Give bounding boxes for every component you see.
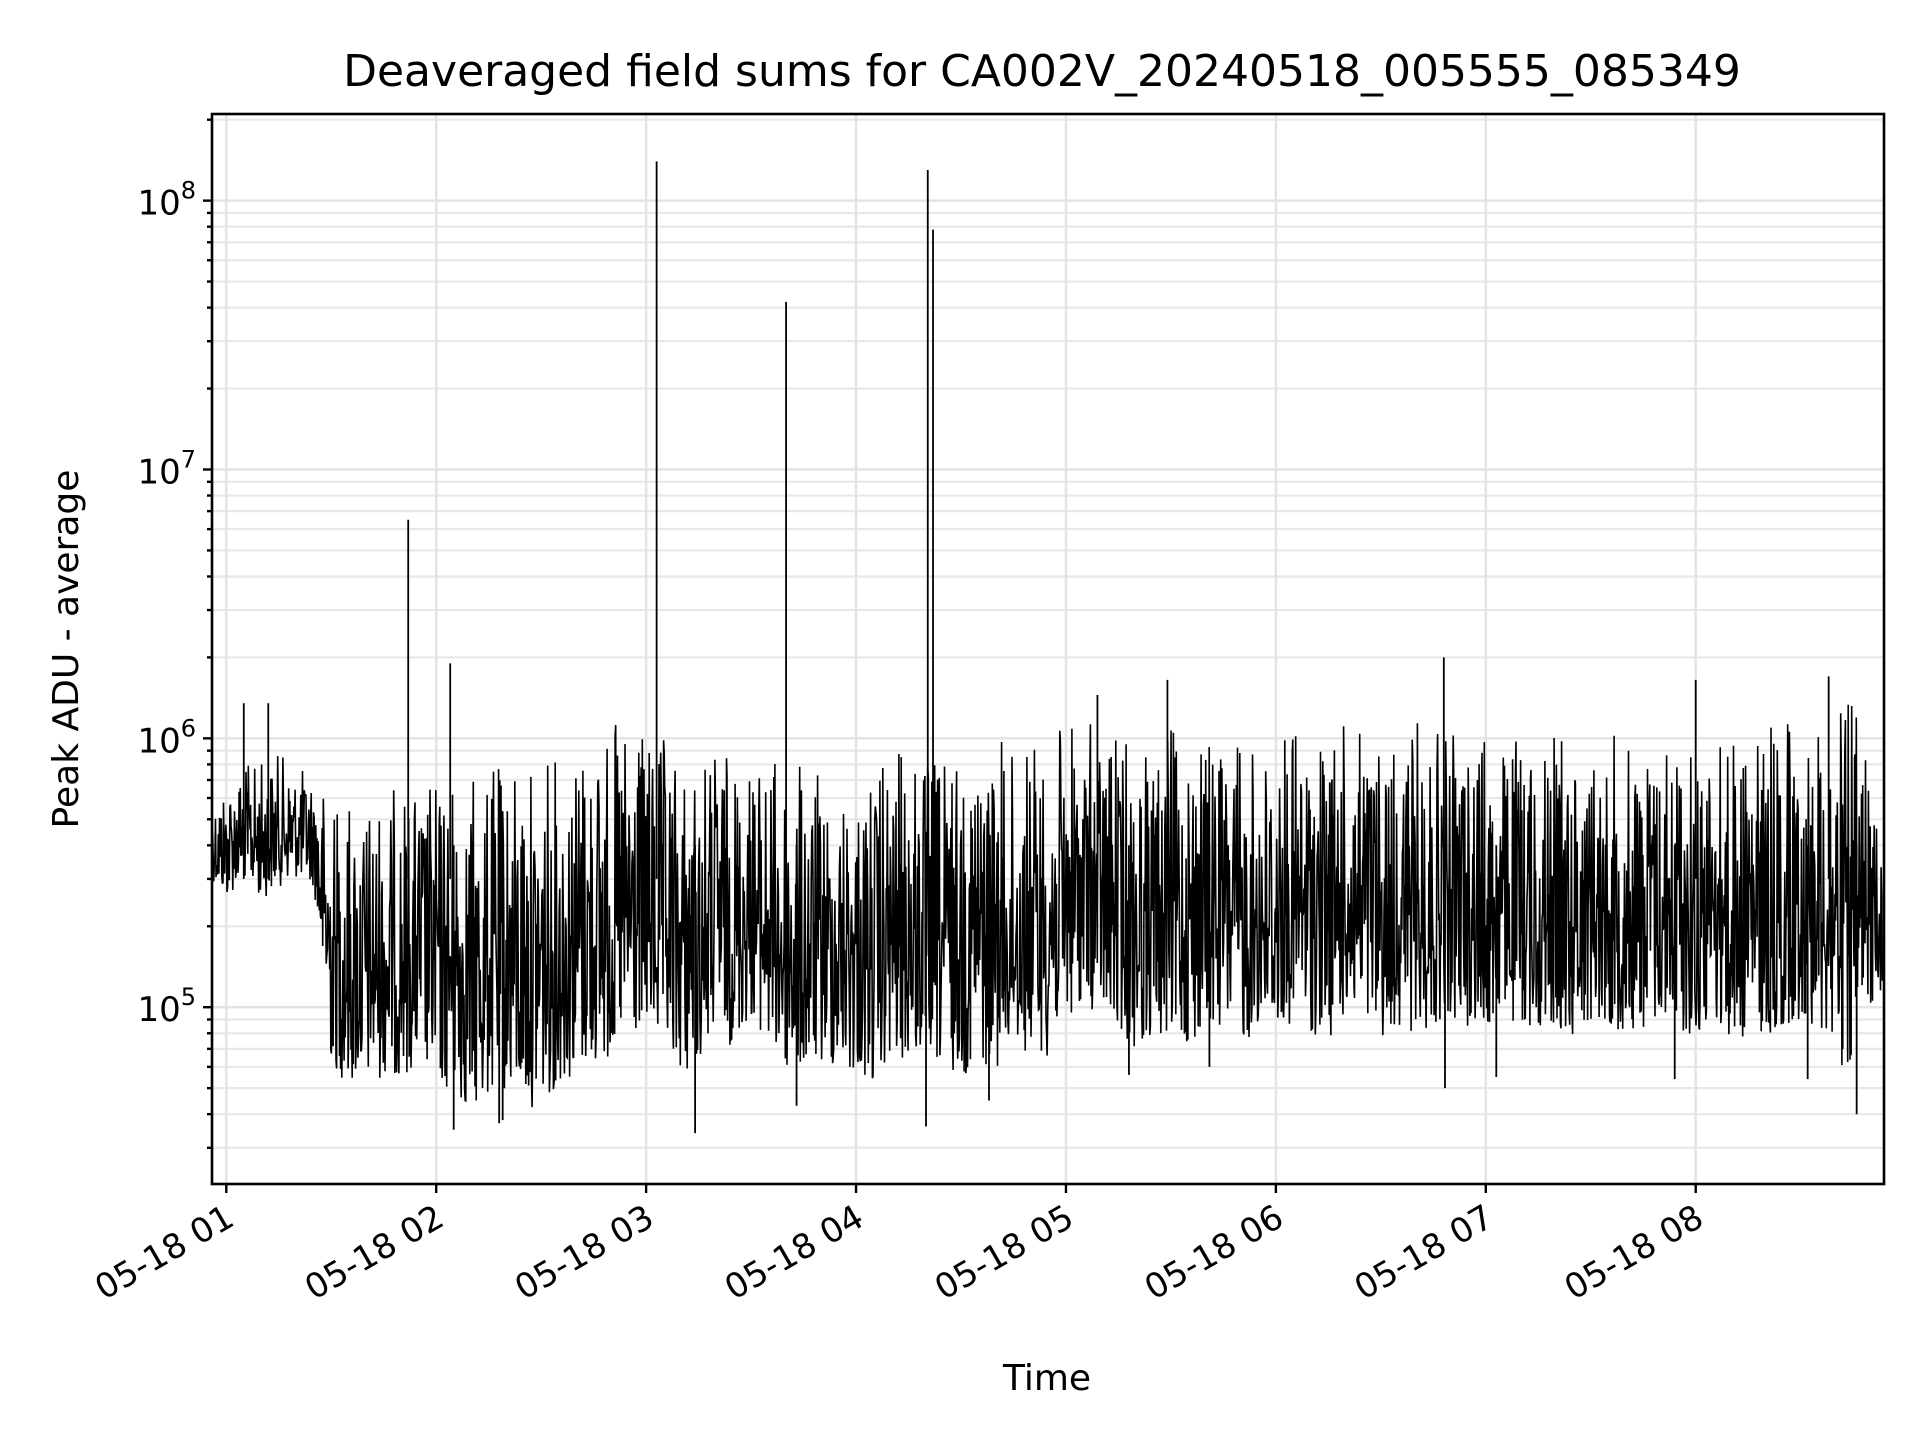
y-tick-label: 105 xyxy=(137,983,196,1030)
y-axis: 105 106 107 108 xyxy=(137,118,212,1149)
x-axis-label: Time xyxy=(1002,1358,1091,1399)
x-tick-label: 05-18 01 xyxy=(88,1197,240,1308)
y-tick-label: 106 xyxy=(137,714,196,761)
x-tick-label: 05-18 03 xyxy=(508,1197,660,1308)
x-tick-label: 05-18 02 xyxy=(298,1197,450,1308)
x-axis: 05-18 01 05-18 02 05-18 03 05-18 04 05-18 05… xyxy=(88,1184,1710,1308)
x-tick-label: 05-18 05 xyxy=(928,1197,1080,1308)
y-axis-label: Peak ADU - average xyxy=(46,470,87,829)
x-tick-label: 05-18 07 xyxy=(1348,1197,1500,1308)
chart-title: Deaveraged field sums for CA002V_2024051… xyxy=(343,46,1741,97)
x-tick-label: 05-18 04 xyxy=(718,1197,870,1308)
x-tick-label: 05-18 06 xyxy=(1138,1197,1290,1308)
spikes xyxy=(242,161,1858,1134)
plot-frame xyxy=(210,112,1886,1186)
y-tick-label: 107 xyxy=(137,445,196,492)
x-tick-label: 05-18 08 xyxy=(1558,1197,1710,1308)
y-tick-label: 108 xyxy=(137,177,196,224)
series-line xyxy=(211,704,1885,1108)
